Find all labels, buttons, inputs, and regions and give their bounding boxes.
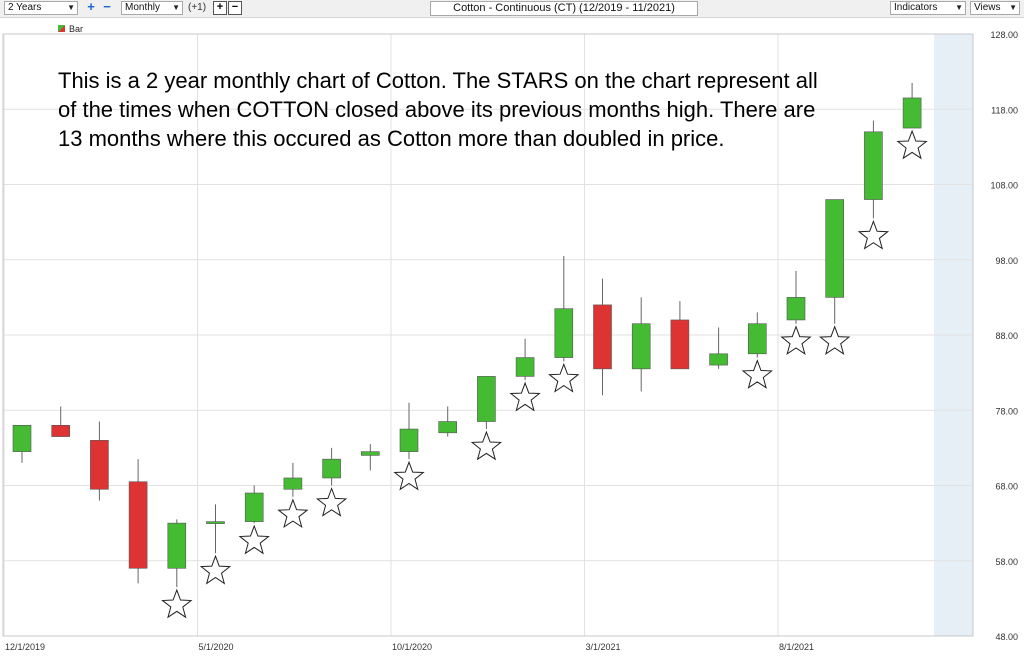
candle-down bbox=[670, 319, 690, 370]
x-tick-label: 12/1/2019 bbox=[5, 642, 45, 652]
remove-period-button[interactable]: − bbox=[228, 1, 242, 15]
chevron-down-icon: ▼ bbox=[172, 3, 180, 12]
candle-up bbox=[554, 308, 574, 358]
star-marker bbox=[161, 588, 193, 619]
y-tick-label: 48.00 bbox=[995, 632, 1018, 642]
candle-up bbox=[902, 97, 922, 129]
star-marker bbox=[896, 129, 928, 160]
plot-frame bbox=[2, 33, 974, 637]
indicators-dropdown[interactable]: Indicators ▼ bbox=[890, 1, 966, 15]
y-tick-label: 68.00 bbox=[995, 482, 1018, 492]
candle-down bbox=[51, 424, 71, 437]
candle-up bbox=[515, 357, 535, 377]
candle-up bbox=[399, 428, 419, 452]
star-marker bbox=[315, 487, 348, 517]
candle-up bbox=[12, 424, 32, 452]
zoom-out-icon[interactable]: − bbox=[103, 0, 111, 14]
candle-up bbox=[709, 353, 728, 366]
candle-up bbox=[825, 199, 845, 298]
x-tick-label: 10/1/2020 bbox=[392, 642, 432, 652]
interval-value: Monthly bbox=[125, 2, 161, 13]
candle-up bbox=[360, 451, 380, 456]
candle-up bbox=[477, 376, 496, 422]
shift-label: (+1) bbox=[188, 2, 207, 13]
y-tick-label: 98.00 bbox=[995, 256, 1018, 266]
candle-up bbox=[786, 297, 806, 321]
y-tick-label: 108.00 bbox=[990, 181, 1018, 191]
views-dropdown[interactable]: Views ▼ bbox=[970, 1, 1020, 15]
y-tick-label: 128.00 bbox=[990, 30, 1018, 40]
chevron-down-icon: ▼ bbox=[1009, 3, 1017, 12]
bar-legend-icon bbox=[58, 25, 65, 32]
interval-select[interactable]: Monthly ▼ bbox=[121, 1, 183, 15]
star-marker bbox=[741, 359, 773, 389]
annotation-text: This is a 2 year monthly chart of Cotton… bbox=[58, 68, 818, 151]
add-period-button[interactable]: + bbox=[213, 1, 227, 15]
candle-up bbox=[244, 492, 264, 522]
candle-up bbox=[322, 458, 341, 479]
indicators-label: Indicators bbox=[894, 2, 938, 13]
y-tick-label: 78.00 bbox=[995, 406, 1018, 416]
y-tick-label: 58.00 bbox=[995, 557, 1018, 567]
legend-label: Bar bbox=[69, 24, 84, 34]
star-marker bbox=[470, 430, 503, 461]
star-marker bbox=[780, 325, 812, 355]
candle-down bbox=[90, 440, 109, 490]
period-value: 2 Years bbox=[8, 2, 42, 13]
candle-up bbox=[747, 323, 767, 355]
star-marker bbox=[857, 219, 890, 250]
candle-up bbox=[864, 131, 883, 200]
zoom-in-icon[interactable]: + bbox=[87, 0, 95, 14]
chart-title[interactable]: Cotton - Continuous (CT) (12/2019 - 11/2… bbox=[430, 1, 698, 16]
star-marker bbox=[393, 460, 425, 491]
star-marker bbox=[819, 325, 851, 355]
x-tick-label: 5/1/2020 bbox=[199, 642, 234, 652]
chevron-down-icon: ▼ bbox=[955, 3, 963, 12]
star-marker bbox=[238, 524, 270, 555]
candle-down bbox=[593, 304, 612, 370]
toolbar: 2 Years ▼ + − Monthly ▼ (+1) + − Cotton … bbox=[0, 0, 1024, 18]
star-marker bbox=[277, 498, 309, 529]
y-tick-label: 118.00 bbox=[991, 105, 1018, 115]
star-marker bbox=[199, 554, 232, 585]
x-tick-label: 8/1/2021 bbox=[779, 642, 814, 652]
y-tick-label: 88.00 bbox=[995, 331, 1018, 341]
candle-up bbox=[167, 522, 187, 569]
candle-down bbox=[128, 481, 148, 569]
candle-up bbox=[283, 477, 303, 490]
star-marker bbox=[509, 381, 541, 412]
star-marker bbox=[548, 362, 580, 393]
candle-up bbox=[206, 521, 225, 524]
candle-up bbox=[631, 323, 651, 370]
views-label: Views bbox=[974, 2, 1001, 13]
candle-up bbox=[438, 421, 458, 434]
period-select[interactable]: 2 Years ▼ bbox=[4, 1, 78, 15]
x-tick-label: 3/1/2021 bbox=[586, 642, 621, 652]
chevron-down-icon: ▼ bbox=[67, 3, 75, 12]
